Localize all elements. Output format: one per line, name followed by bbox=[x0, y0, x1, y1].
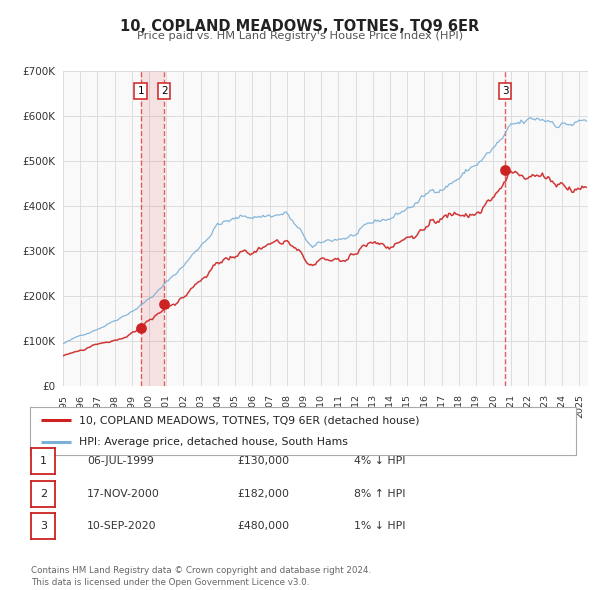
Text: 3: 3 bbox=[40, 522, 47, 531]
Text: 8% ↑ HPI: 8% ↑ HPI bbox=[354, 489, 406, 499]
Point bbox=[136, 323, 145, 333]
Text: 1: 1 bbox=[40, 457, 47, 466]
Text: 2: 2 bbox=[40, 489, 47, 499]
Text: 06-JUL-1999: 06-JUL-1999 bbox=[87, 457, 154, 466]
Text: 4% ↓ HPI: 4% ↓ HPI bbox=[354, 457, 406, 466]
Text: 2: 2 bbox=[161, 86, 167, 96]
Bar bbox=[140, 71, 164, 386]
Point bbox=[500, 165, 510, 175]
Text: HPI: Average price, detached house, South Hams: HPI: Average price, detached house, Sout… bbox=[79, 437, 348, 447]
Text: £480,000: £480,000 bbox=[237, 522, 289, 531]
Text: 10, COPLAND MEADOWS, TOTNES, TQ9 6ER: 10, COPLAND MEADOWS, TOTNES, TQ9 6ER bbox=[121, 19, 479, 34]
Text: Contains HM Land Registry data © Crown copyright and database right 2024.
This d: Contains HM Land Registry data © Crown c… bbox=[31, 566, 371, 587]
Text: 17-NOV-2000: 17-NOV-2000 bbox=[87, 489, 160, 499]
Point bbox=[160, 300, 169, 309]
Text: Price paid vs. HM Land Registry's House Price Index (HPI): Price paid vs. HM Land Registry's House … bbox=[137, 31, 463, 41]
Text: 1: 1 bbox=[137, 86, 144, 96]
Text: 10, COPLAND MEADOWS, TOTNES, TQ9 6ER (detached house): 10, COPLAND MEADOWS, TOTNES, TQ9 6ER (de… bbox=[79, 415, 419, 425]
Text: 1% ↓ HPI: 1% ↓ HPI bbox=[354, 522, 406, 531]
Text: 10-SEP-2020: 10-SEP-2020 bbox=[87, 522, 157, 531]
Text: £130,000: £130,000 bbox=[237, 457, 289, 466]
Text: 3: 3 bbox=[502, 86, 509, 96]
Text: £182,000: £182,000 bbox=[237, 489, 289, 499]
